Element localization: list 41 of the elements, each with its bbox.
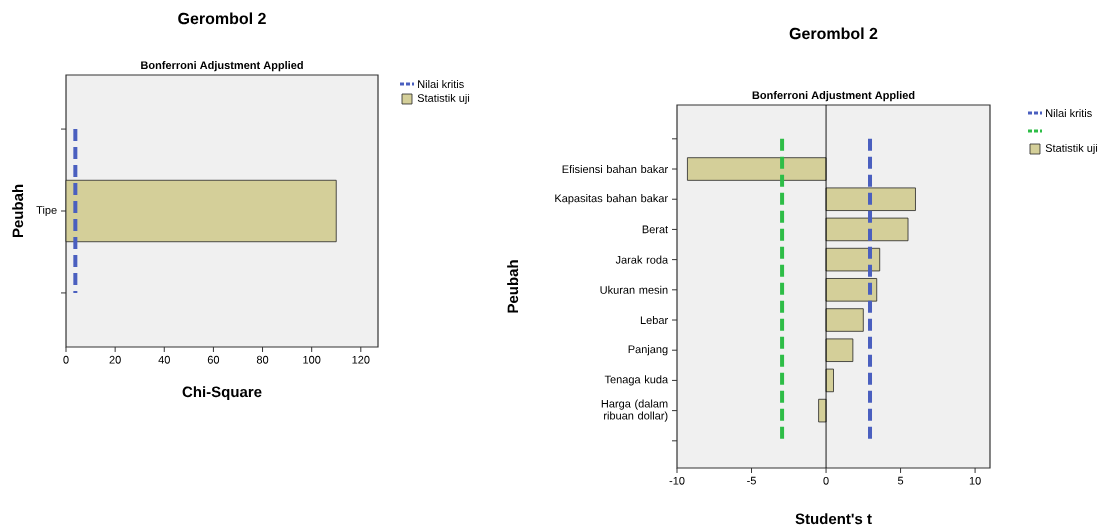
bar bbox=[687, 157, 827, 181]
y-tick-label: Tipe bbox=[36, 205, 57, 217]
y-axis-title: Peubah bbox=[507, 260, 519, 313]
legend-label: Nilai kritis bbox=[1046, 108, 1092, 118]
x-axis-title: Chi-Square bbox=[182, 386, 262, 401]
bar bbox=[825, 338, 854, 362]
bar bbox=[825, 308, 864, 332]
bar bbox=[825, 217, 909, 242]
legend-label: Nilai kritis bbox=[418, 79, 464, 89]
x-tick-label: 5 bbox=[897, 476, 904, 485]
y-tick-label: Kapasitas bahan bakar bbox=[555, 194, 668, 205]
bar bbox=[825, 187, 916, 211]
y-tick-label: Panjang bbox=[628, 345, 668, 356]
x-tick-label: -5 bbox=[747, 476, 756, 485]
bar bbox=[825, 247, 881, 272]
y-tick-label: Harga (dalam ribuan dollar) bbox=[601, 399, 668, 422]
x-tick-label: -10 bbox=[669, 476, 685, 485]
x-tick-label: 80 bbox=[256, 355, 269, 364]
chart-title: Gerombol 2 bbox=[789, 27, 878, 40]
bar bbox=[825, 278, 878, 302]
y-tick-label: Tenaga kuda bbox=[604, 375, 669, 386]
chart-subtitle: Bonferroni Adjustment Applied bbox=[752, 91, 915, 102]
legend-label: Statistik uji bbox=[417, 93, 470, 105]
y-tick-label: Lebar bbox=[640, 315, 668, 325]
x-tick-label: 10 bbox=[969, 476, 981, 485]
x-tick-label: 120 bbox=[352, 355, 370, 364]
x-tick-label: 20 bbox=[109, 355, 121, 364]
x-tick-label: 0 bbox=[823, 476, 829, 485]
x-tick-label: 100 bbox=[303, 355, 321, 364]
chart-subtitle: Bonferroni Adjustment Applied bbox=[141, 61, 303, 72]
x-tick-label: 40 bbox=[158, 355, 170, 364]
x-tick-label: 0 bbox=[63, 355, 69, 364]
x-tick-label: 60 bbox=[207, 355, 220, 364]
x-axis-title: Student's t bbox=[795, 513, 872, 525]
y-axis-title: Peubah bbox=[12, 184, 24, 238]
y-tick-label: Jarak roda bbox=[615, 255, 669, 264]
legend-label: Statistik uji bbox=[1045, 143, 1098, 155]
y-tick-label: Berat bbox=[642, 225, 669, 234]
y-tick-label: Ukuran mesin bbox=[600, 285, 668, 294]
chart-title: Gerombol 2 bbox=[178, 12, 266, 25]
y-tick-label: Efisiensi bahan bakar bbox=[562, 164, 668, 174]
